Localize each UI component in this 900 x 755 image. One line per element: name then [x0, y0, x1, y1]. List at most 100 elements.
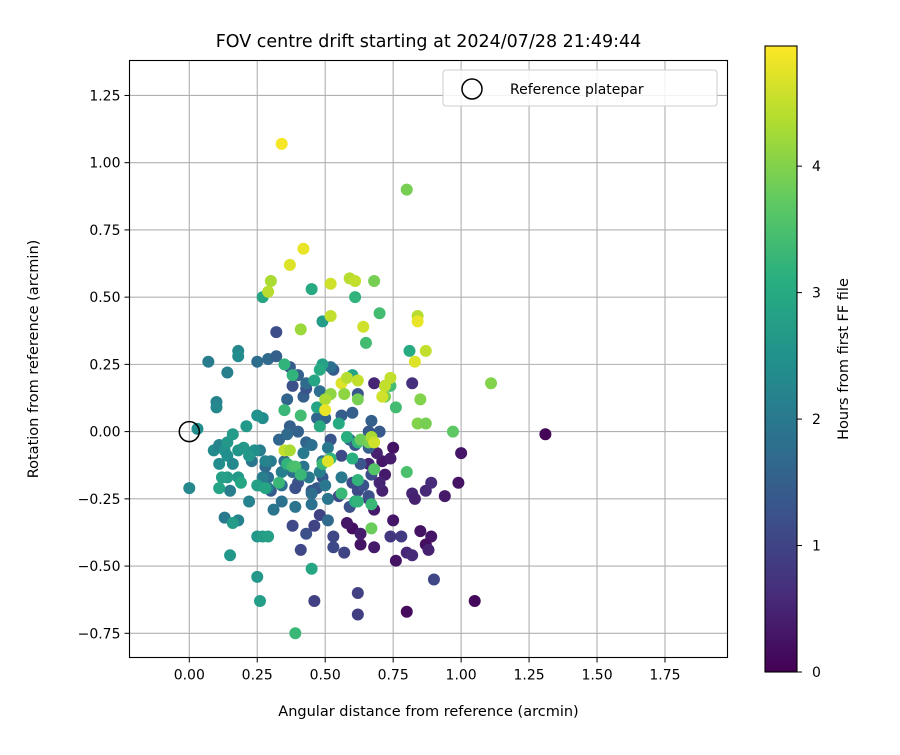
data-point-89	[281, 428, 294, 441]
colorbar-tick-label: 3	[812, 286, 821, 302]
data-point-165	[253, 595, 266, 608]
data-point-219	[283, 258, 296, 271]
data-point-239	[319, 393, 332, 406]
data-point-59	[335, 449, 348, 462]
y-tick-label: 1.00	[89, 156, 120, 172]
data-point-136	[183, 482, 196, 495]
x-tick-label: 0.25	[242, 668, 273, 684]
data-point-117	[335, 471, 348, 484]
data-point-16	[389, 554, 402, 567]
data-point-91	[270, 350, 283, 363]
data-point-68	[270, 326, 283, 339]
data-point-17	[387, 514, 400, 527]
data-point-30	[340, 517, 353, 530]
data-point-140	[213, 457, 226, 470]
data-point-156	[234, 476, 247, 489]
data-point-184	[351, 495, 364, 508]
x-tick-label: 1.50	[581, 668, 612, 684]
data-point-211	[419, 417, 432, 430]
data-point-193	[294, 468, 307, 481]
data-point-202	[389, 401, 402, 414]
data-point-28	[368, 541, 381, 554]
y-tick-label: 0.00	[89, 425, 120, 441]
data-point-233	[351, 374, 364, 387]
data-point-50	[321, 514, 334, 527]
data-point-66	[289, 482, 302, 495]
data-point-229	[408, 355, 421, 368]
colorbar-ticks: 0 1 2 3 4	[797, 159, 821, 681]
data-point-232	[340, 371, 353, 384]
x-tick-label: 0.75	[378, 668, 409, 684]
data-point-41	[427, 573, 440, 586]
x-tick-label: 0.50	[310, 668, 341, 684]
data-point-181	[346, 452, 359, 465]
x-tick-label: 1.00	[446, 668, 477, 684]
data-point-79	[346, 406, 359, 419]
x-tick-label: 1.75	[649, 668, 680, 684]
data-point-45	[294, 543, 307, 556]
data-point-113	[321, 441, 334, 454]
data-point-149	[240, 420, 253, 433]
data-point-38	[351, 586, 364, 599]
data-point-132	[232, 350, 245, 363]
y-tick-label: −0.75	[78, 626, 121, 642]
y-axis-label: Rotation from reference (arcmin)	[26, 240, 42, 479]
y-tick-label: 1.25	[89, 88, 120, 104]
colorbar-label: Hours from first FF file	[836, 278, 852, 440]
data-point-191	[273, 476, 285, 489]
data-point-185	[365, 498, 378, 511]
data-point-115	[297, 447, 310, 460]
data-point-126	[224, 484, 237, 497]
data-point-167	[289, 627, 302, 640]
colorbar-tick-label: 4	[812, 159, 821, 175]
data-point-197	[286, 369, 299, 382]
data-point-13	[408, 492, 421, 505]
x-tick-label: 1.25	[513, 668, 544, 684]
data-point-9	[422, 543, 435, 556]
data-point-93	[281, 393, 294, 406]
data-point-15	[406, 549, 419, 562]
data-point-142	[226, 457, 239, 470]
data-point-195	[294, 409, 307, 422]
data-point-218	[297, 242, 310, 255]
data-point-212	[446, 425, 459, 438]
data-point-236	[376, 390, 389, 403]
data-point-31	[354, 527, 367, 540]
data-point-20	[373, 476, 386, 489]
colorbar-gradient	[764, 45, 798, 673]
x-axis-ticks: 0.00 0.25 0.50 0.75 1.00 1.25 1.50 1.75	[174, 657, 681, 684]
x-tick-label: 0.00	[174, 668, 205, 684]
data-point-146	[243, 449, 256, 462]
data-point-171	[308, 374, 321, 387]
data-point-32	[368, 377, 381, 390]
data-point-154	[215, 471, 228, 484]
x-axis-label: Angular distance from reference (arcmin)	[278, 704, 578, 720]
y-tick-label: −0.25	[78, 492, 121, 508]
data-point-166	[305, 562, 318, 575]
data-point-129	[202, 355, 215, 368]
y-axis-ticks: −0.75 −0.50 −0.25 0.00 0.25 0.50 0.75 1.00 1.25	[78, 88, 130, 642]
data-point-240	[319, 404, 332, 417]
data-point-107	[305, 487, 318, 500]
data-point-214	[414, 393, 427, 406]
data-point-48	[286, 519, 299, 532]
data-point-46	[308, 519, 321, 532]
data-point-112	[305, 439, 318, 452]
colorbar: 0 1 2 3 4 Hours from first FF file	[764, 45, 852, 681]
colorbar-tick-label: 0	[812, 665, 821, 681]
data-point-222	[324, 277, 337, 290]
data-point-196	[278, 358, 291, 371]
data-point-226	[357, 320, 370, 333]
data-points	[183, 137, 552, 640]
data-point-106	[289, 500, 302, 513]
legend-entry-reference-platepar: Reference platepar	[510, 82, 644, 98]
data-point-208	[351, 393, 364, 406]
data-point-160	[224, 549, 237, 562]
data-point-69	[286, 379, 299, 392]
reference-platepar-marker	[178, 420, 201, 443]
colorbar-tick-label: 1	[812, 539, 821, 555]
data-point-8	[414, 525, 427, 538]
data-point-124	[259, 455, 272, 468]
